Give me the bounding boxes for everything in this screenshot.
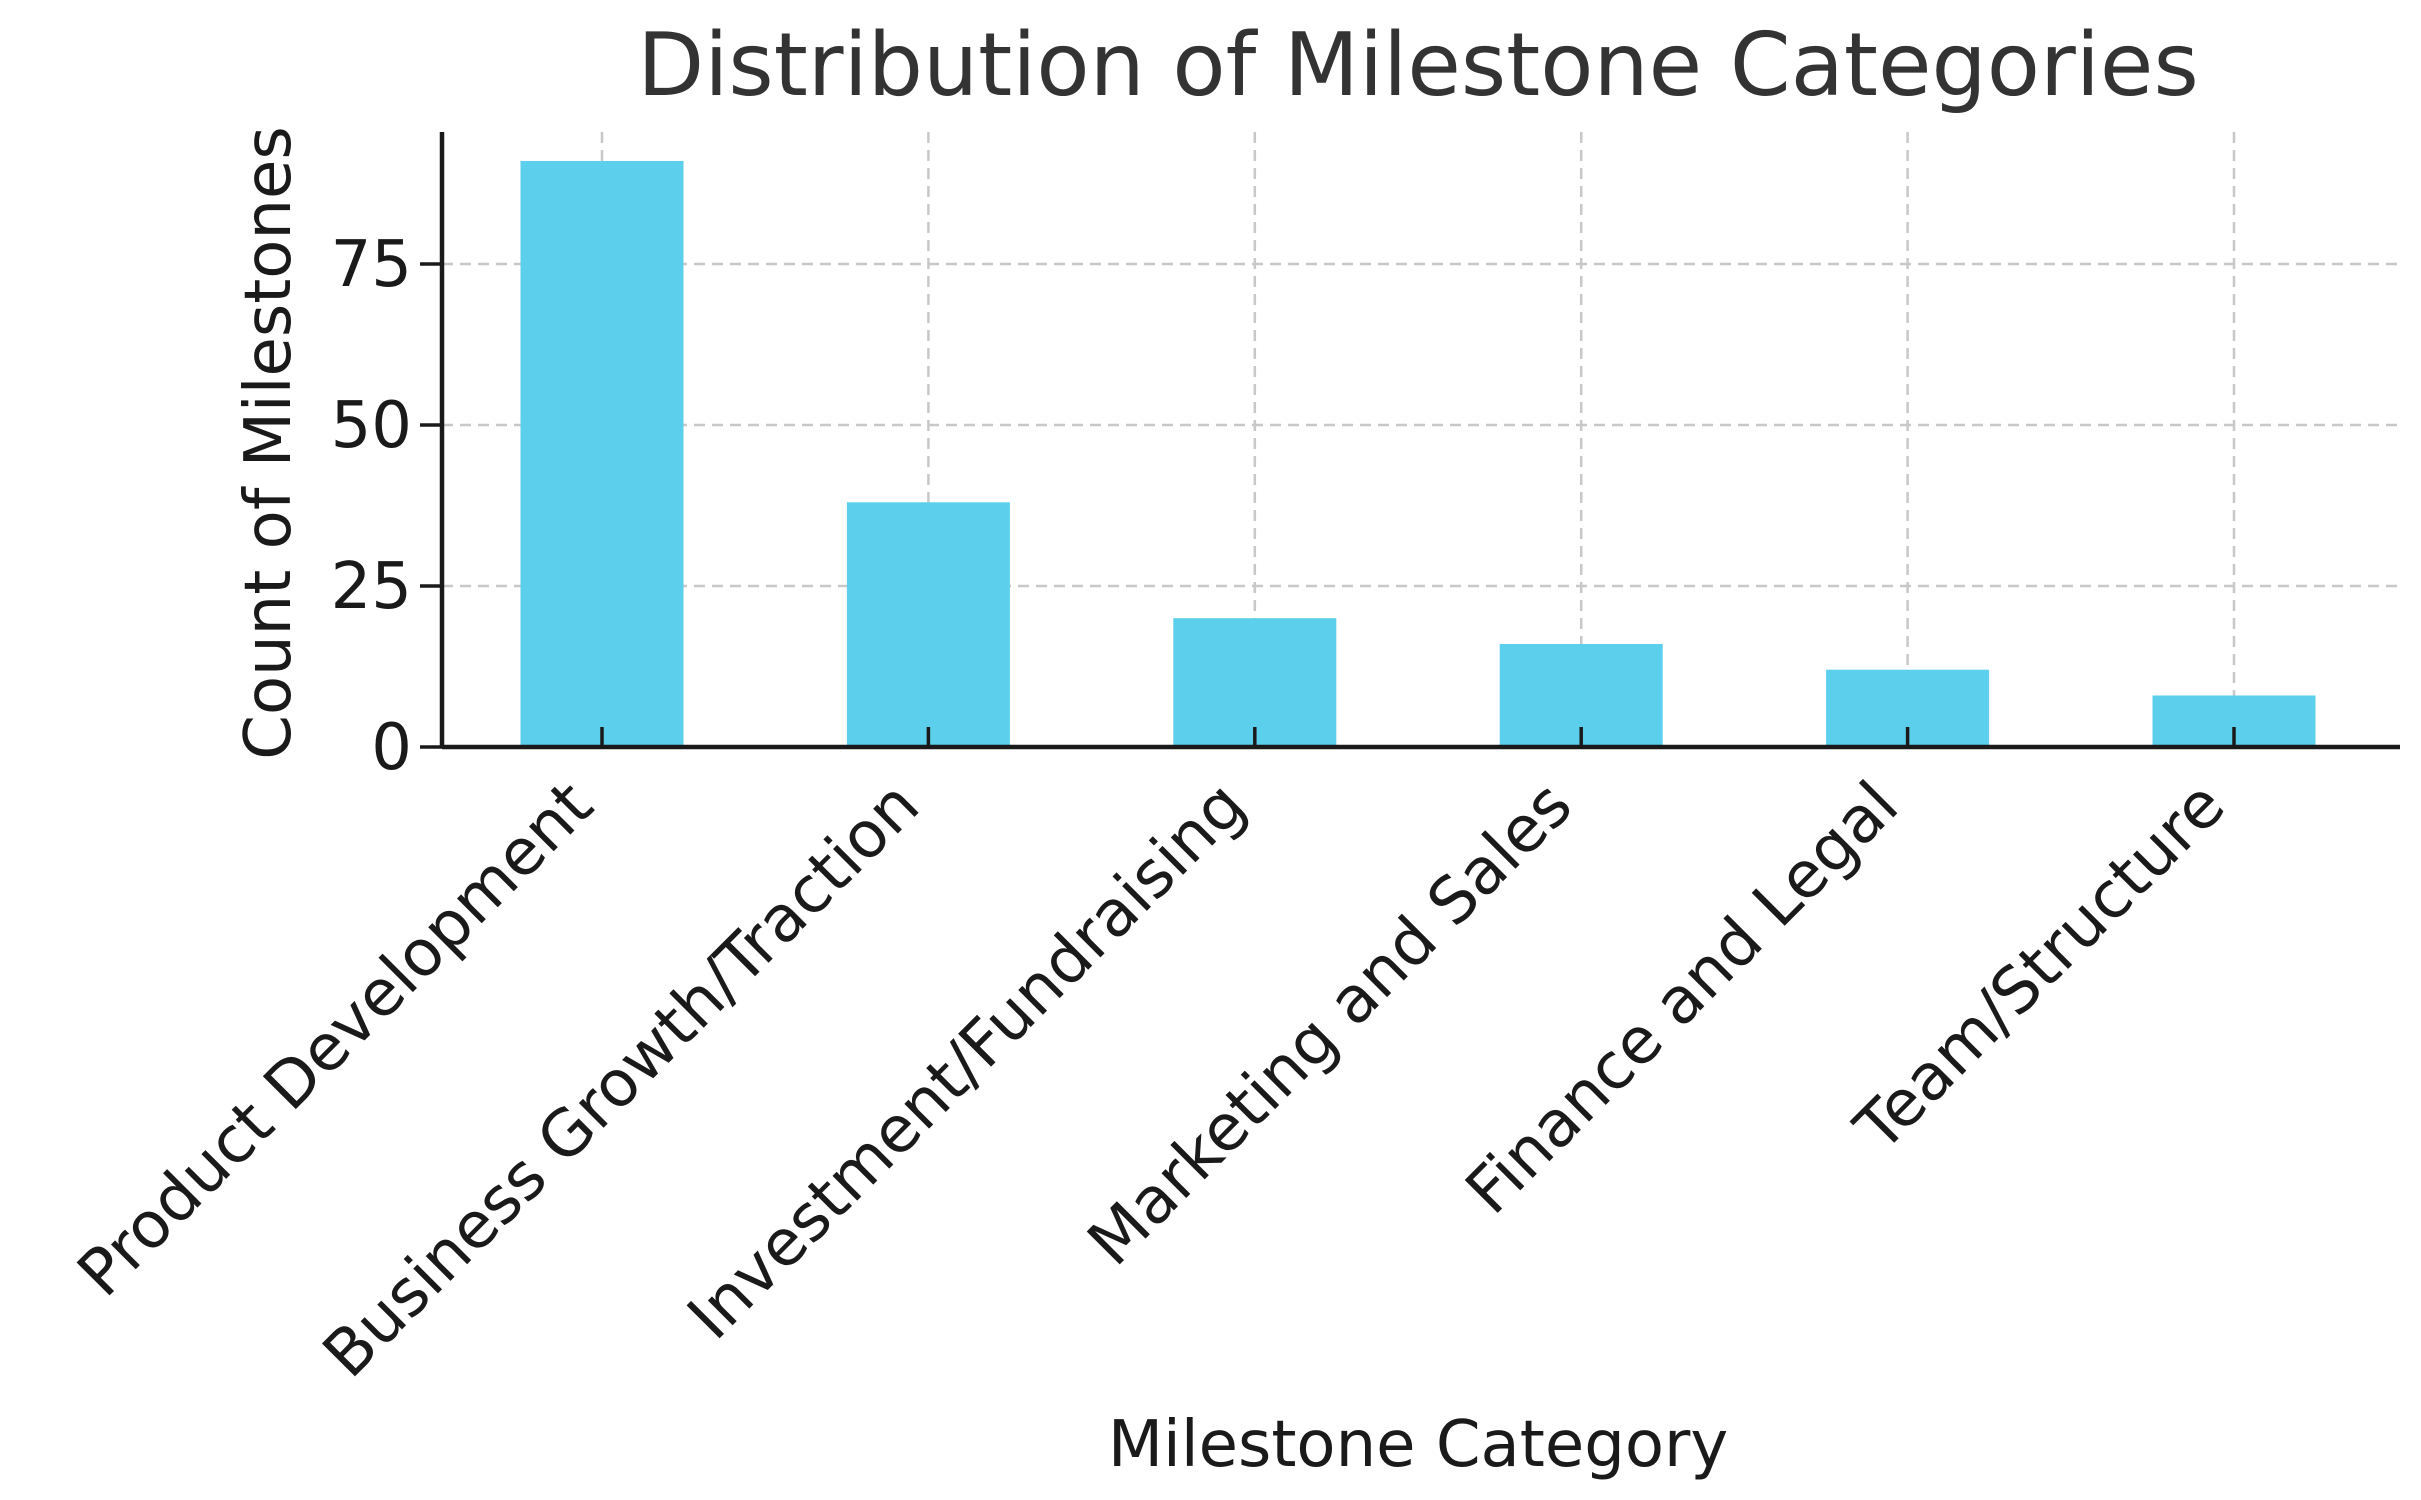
y-axis-ticks: 0 25 50 75: [331, 228, 442, 785]
y-tick-label: 50: [331, 389, 412, 463]
bar: [846, 502, 1010, 747]
x-tick-label: Investment/Fundraising: [674, 768, 1260, 1354]
x-tick-label: Business Growth/Traction: [309, 768, 933, 1392]
bar: [1173, 618, 1337, 747]
x-tick-label: Product Development: [64, 768, 607, 1311]
axes: [439, 132, 2400, 750]
grid: [442, 132, 2400, 747]
y-tick-label: 0: [371, 711, 412, 785]
chart-title: Distribution of Milestone Categories: [637, 14, 2199, 116]
y-axis-label: Count of Milestones: [232, 126, 306, 759]
y-tick-label: 75: [331, 228, 412, 302]
bars: [520, 160, 2316, 747]
y-tick-label: 25: [331, 550, 412, 624]
bar: [520, 160, 684, 747]
x-axis-label: Milestone Category: [1108, 1408, 1728, 1482]
